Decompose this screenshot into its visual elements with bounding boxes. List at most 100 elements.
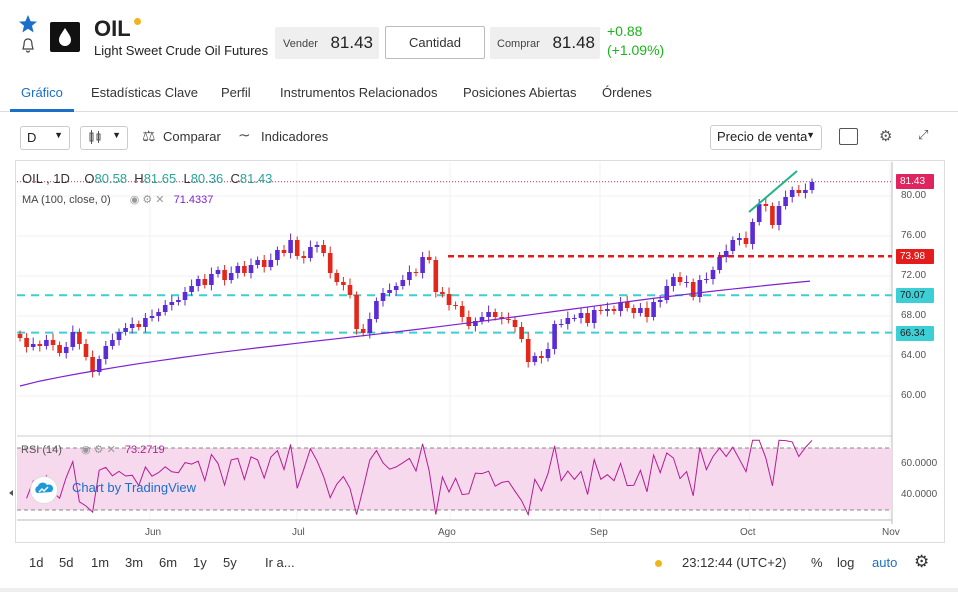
candle-body <box>809 182 815 190</box>
tab-grafico[interactable]: Gráfico <box>21 85 63 100</box>
candle-body <box>301 256 307 258</box>
range-1d[interactable]: 1d <box>29 555 44 570</box>
price-type-select[interactable]: Precio de venta ▼ <box>710 125 822 150</box>
candle-body <box>459 306 465 317</box>
percent-toggle[interactable]: % <box>811 555 823 570</box>
candle-body <box>341 282 346 285</box>
tab-estadisticas[interactable]: Estadísticas Clave <box>91 85 198 100</box>
candle-body <box>261 260 267 267</box>
chart-style-select[interactable]: ▼ <box>80 126 128 150</box>
candle-body <box>96 359 102 372</box>
candle-body <box>486 312 491 317</box>
candle-body <box>176 300 181 302</box>
candle-body <box>222 270 227 280</box>
x-tick: Jun <box>145 527 162 538</box>
candle-body <box>479 317 485 321</box>
candle-body <box>182 292 188 300</box>
gear-icon[interactable]: ⚙ <box>914 552 930 571</box>
candle-body <box>664 286 670 300</box>
legend-high: 81.65 <box>143 171 177 186</box>
candle-body <box>697 280 703 297</box>
candle-body <box>789 190 795 197</box>
screenshot-icon[interactable] <box>839 128 858 145</box>
ma-settings-icon[interactable]: ◉ ⚙ ✕ <box>129 194 165 206</box>
page-bottom-divider <box>0 588 958 592</box>
interval-select[interactable]: D ▼ <box>20 126 70 150</box>
chevron-down-icon: ▼ <box>806 130 815 140</box>
change-percent: (+1.09%) <box>607 42 665 58</box>
tradingview-badge[interactable]: Chart by TradingView <box>30 474 222 504</box>
candle-body <box>750 222 755 244</box>
candle-body <box>123 328 128 332</box>
tab-posiciones[interactable]: Posiciones Abiertas <box>463 85 577 100</box>
range-1m[interactable]: 1m <box>91 555 110 570</box>
candle-body <box>684 282 689 283</box>
candle-body <box>776 206 782 225</box>
candle-body <box>393 286 399 290</box>
candle-body <box>413 272 419 273</box>
goto-date-button[interactable]: Ir a... <box>265 555 295 570</box>
buy-price: 81.48 <box>552 33 595 52</box>
legend-symbol: OIL , 1D <box>22 171 70 186</box>
candle-body <box>631 308 637 313</box>
tab-ordenes[interactable]: Órdenes <box>602 85 652 100</box>
candle-body <box>730 240 736 251</box>
quantity-input[interactable]: Cantidad <box>385 26 485 59</box>
candle-body <box>605 309 610 311</box>
candle-body <box>545 349 551 358</box>
candle-body <box>347 285 353 295</box>
price-tick: 80.00 <box>901 190 927 201</box>
candle-body <box>136 324 142 327</box>
sell-button[interactable]: Vender 81.43 <box>275 27 379 59</box>
candle-body <box>657 300 663 302</box>
candle-body <box>90 357 95 372</box>
candle-body <box>651 302 656 317</box>
candle-body <box>433 260 439 292</box>
fullscreen-icon[interactable]: ⤢ <box>918 127 929 142</box>
auto-toggle[interactable]: auto <box>872 555 898 570</box>
candle-body <box>578 313 584 318</box>
range-3m[interactable]: 3m <box>125 555 144 570</box>
compare-button[interactable]: Comparar <box>163 129 221 144</box>
oil-drop-logo <box>50 22 80 52</box>
bell-icon[interactable] <box>20 38 36 54</box>
candle-body <box>367 319 373 333</box>
candle-body <box>704 279 709 280</box>
range-5d[interactable]: 5d <box>59 555 74 570</box>
candle-body <box>129 324 135 328</box>
candle-body <box>143 318 148 327</box>
candle-body <box>591 310 597 323</box>
x-tick: Oct <box>740 527 756 538</box>
buy-button[interactable]: Comprar 81.48 <box>490 27 600 59</box>
indicators-icon: ∼ <box>238 127 251 144</box>
market-status-dot <box>655 560 662 567</box>
rsi-settings-icon[interactable]: ◉ ⚙ ✕ <box>81 444 116 456</box>
range-5y[interactable]: 5y <box>223 555 237 570</box>
candle-body <box>321 245 326 253</box>
star-icon[interactable] <box>18 14 38 34</box>
log-toggle[interactable]: log <box>837 555 855 570</box>
candle-body <box>281 250 287 253</box>
tab-instrumentos[interactable]: Instrumentos Relacionados <box>280 85 438 100</box>
ma-legend: MA (100, close, 0) ◉ ⚙ ✕ 71.4337 <box>22 193 213 206</box>
tab-perfil[interactable]: Perfil <box>221 85 251 100</box>
level-upper-tag: 70.07 <box>896 288 934 303</box>
range-6m[interactable]: 6m <box>159 555 178 570</box>
candle-body <box>17 334 23 338</box>
range-1y[interactable]: 1y <box>193 555 207 570</box>
ma-value: 71.4337 <box>173 194 214 206</box>
chevron-down-icon: ▼ <box>54 130 63 140</box>
candle-body <box>539 356 544 358</box>
candle-body <box>50 340 56 345</box>
candle-body <box>585 313 590 323</box>
x-tick: Jul <box>292 527 305 538</box>
last-price-tag: 81.43 <box>896 174 934 189</box>
rsi-label: RSI (14) <box>21 444 62 456</box>
indicators-button[interactable]: Indicadores <box>261 129 329 144</box>
candle-body <box>294 240 300 256</box>
candle-body <box>314 245 320 247</box>
live-status-dot <box>134 18 141 25</box>
interval-value: D <box>27 130 37 145</box>
gear-icon[interactable]: ⚙ <box>879 128 893 145</box>
